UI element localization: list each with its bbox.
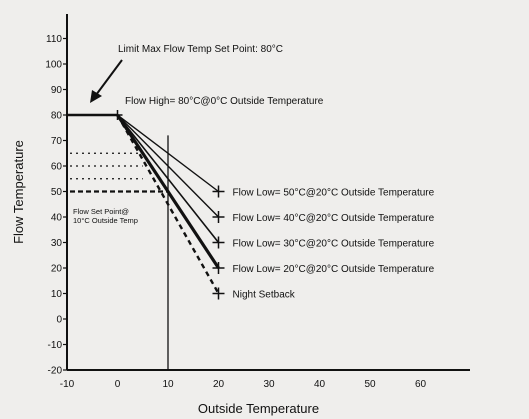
x-tick-label: 50 (364, 379, 376, 390)
series-line (116, 114, 220, 295)
y-tick-label: 80 (51, 111, 63, 122)
limit-arrow-shaft (95, 59, 123, 96)
labels: Flow Low= 50°C@20°C Outside Temperature F… (73, 44, 435, 301)
x-tick-label: 40 (314, 379, 326, 390)
y-tick-label: 0 (56, 315, 62, 326)
series-line (117, 114, 219, 218)
y-tick-label: 50 (51, 187, 63, 198)
limit-annotation: Limit Max Flow Temp Set Point: 80°C (118, 44, 283, 55)
series-label: Flow Low= 40°C@20°C Outside Temperature (233, 213, 435, 224)
y-tick-label: 100 (45, 60, 62, 71)
y-tick-label: -20 (48, 366, 63, 377)
reference-lines (67, 113, 169, 370)
y-tick-label: -10 (48, 340, 63, 351)
x-tick-label: 20 (213, 379, 225, 390)
y-tick-label: 60 (51, 162, 63, 173)
series-group (112, 110, 225, 300)
x-tick-label: 30 (263, 379, 275, 390)
series-line (116, 114, 220, 243)
series-line (117, 114, 219, 193)
x-axis-label: Outside Temperature (198, 401, 319, 416)
limit-arrow-head (90, 90, 102, 103)
y-tick-label: 40 (51, 213, 63, 224)
y-axis-label: Flow Temperature (11, 140, 26, 244)
setpoint-annotation-line1: Flow Set Point@ (73, 207, 129, 216)
flow-high-annotation: Flow High= 80°C@0°C Outside Temperature (125, 96, 324, 107)
x-tick-label: 10 (162, 379, 174, 390)
series-label: Flow Low= 20°C@20°C Outside Temperature (233, 264, 435, 275)
x-tick-label: -10 (60, 379, 75, 390)
setpoint-annotation-line2: 10°C Outside Temp (73, 216, 138, 225)
y-tick-label: 70 (51, 136, 63, 147)
x-tick-label: 60 (415, 379, 427, 390)
y-tick-label: 90 (51, 85, 63, 96)
series-label: Flow Low= 30°C@20°C Outside Temperature (233, 239, 435, 250)
series-line (116, 114, 220, 269)
series-label: Flow Low= 50°C@20°C Outside Temperature (233, 188, 435, 199)
y-tick-label: 20 (51, 264, 63, 275)
y-tick-label: 10 (51, 289, 63, 300)
x-tick-label: 0 (115, 379, 121, 390)
y-tick-label: 110 (46, 34, 62, 45)
series-label: Night Setback (233, 290, 296, 301)
y-tick-label: 30 (51, 238, 63, 249)
